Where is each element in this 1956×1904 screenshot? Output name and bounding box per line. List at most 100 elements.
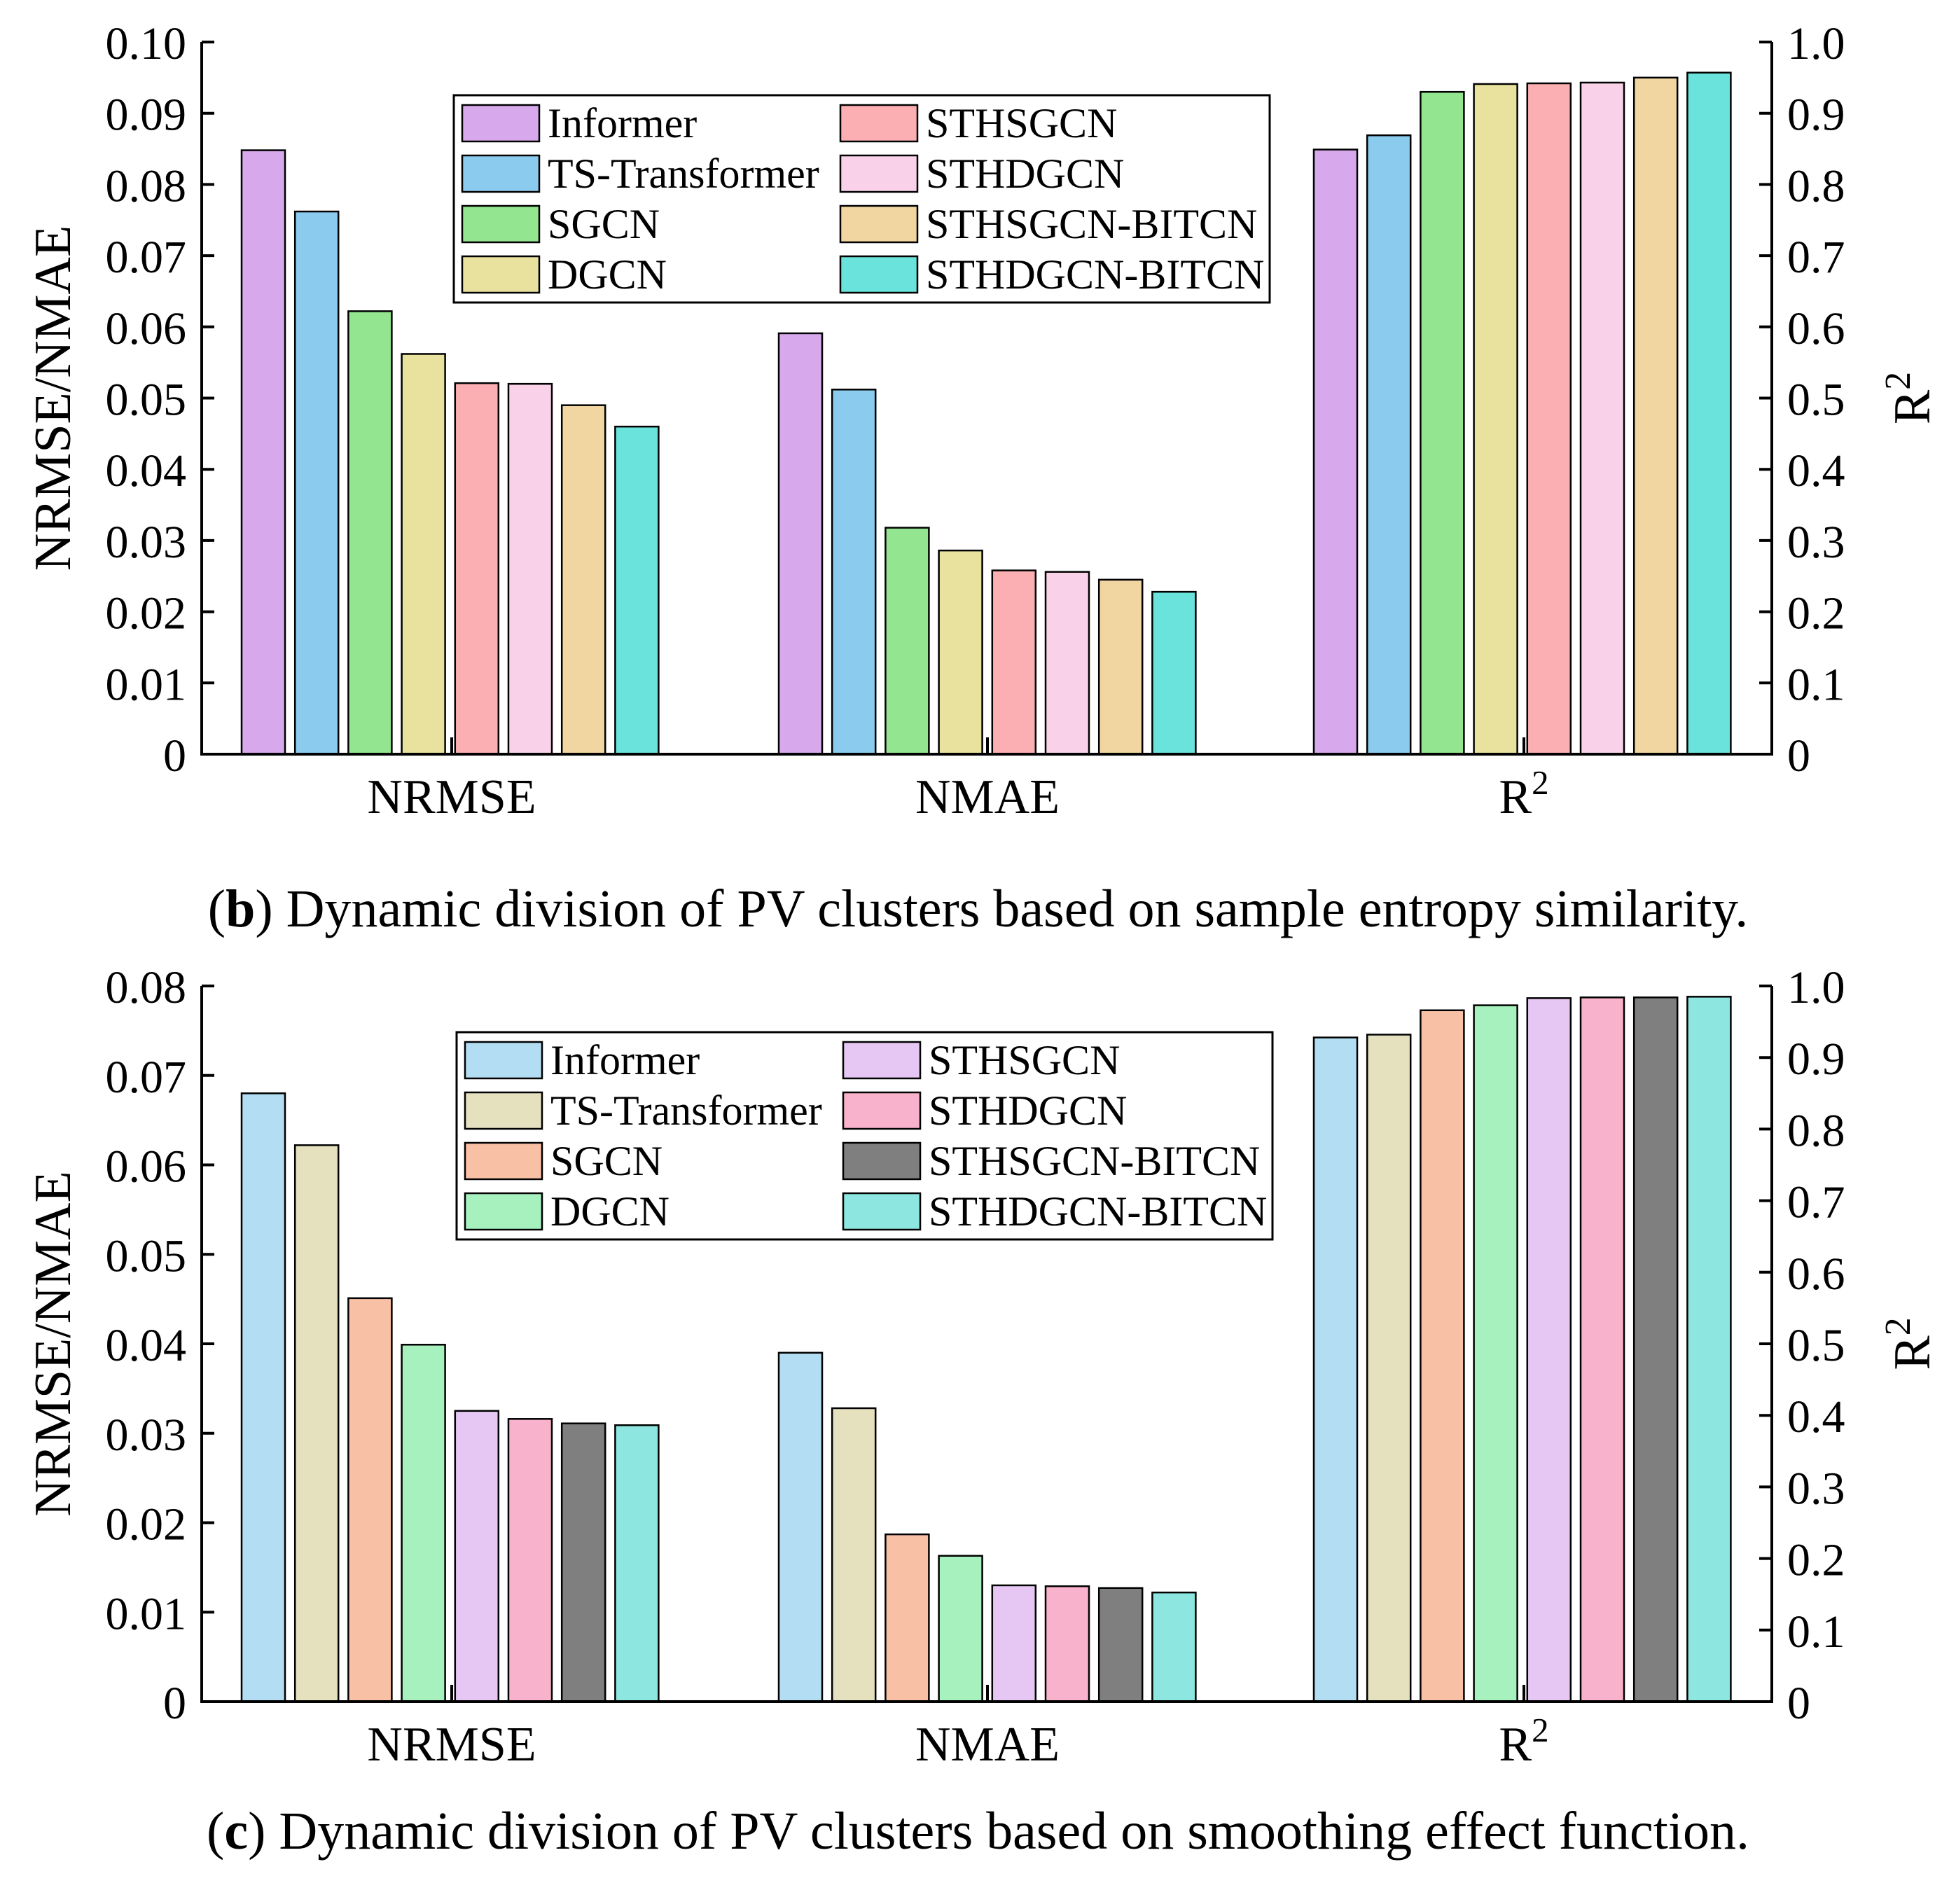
y-right-tick-label: 0.3	[1787, 517, 1845, 568]
chart-panel-b: 0 0.01 0.02 0.03 0.04 0.05 0.06 0.07 0.08 0.09 0.1…	[25, 18, 1942, 938]
legend-label: STHSGCN	[929, 1037, 1120, 1083]
y-tick-label: 0	[163, 1678, 186, 1729]
y-axis-title: NRMSE/NMAE	[25, 1171, 82, 1516]
bar	[1044, 1585, 1090, 1703]
caption-letter: b	[226, 880, 256, 938]
y-tick-label: 0.01	[106, 659, 187, 710]
y-right-tick-label: 0.4	[1787, 1391, 1845, 1443]
legend-swatch	[461, 154, 541, 193]
x-tick-label: R2	[1499, 1711, 1548, 1772]
bar	[347, 1297, 393, 1703]
bar	[831, 389, 877, 756]
legend-label: STHDGCN-BITCN	[926, 251, 1264, 298]
bar	[1097, 1587, 1144, 1703]
legend-swatch	[461, 204, 541, 244]
y-tick-label: 0.01	[106, 1588, 187, 1639]
y-tick-label: 0.03	[106, 517, 187, 568]
bar	[1632, 76, 1679, 756]
y-right-axis-title: R2	[1878, 372, 1942, 424]
y-tick-label: 0.10	[106, 18, 187, 69]
y-right-tick-label: 0.8	[1787, 160, 1845, 211]
y-right-tick-label: 0.6	[1787, 303, 1845, 354]
y-right-tick-label: 0.4	[1787, 445, 1845, 496]
legend-swatch	[464, 1141, 543, 1181]
bar	[831, 1407, 877, 1703]
legend-label: SGCN	[548, 201, 660, 247]
y-right-tick-label: 0.2	[1787, 588, 1845, 639]
legend-label: STHSGCN	[926, 100, 1117, 146]
legend-label: DGCN	[548, 251, 667, 298]
y-right-tick-label: 0.1	[1787, 659, 1845, 710]
y-right-tick-label: 0.9	[1787, 90, 1845, 141]
bar	[347, 310, 393, 756]
y-right-tick-label: 0.7	[1787, 1177, 1845, 1228]
bar	[240, 1092, 286, 1703]
legend-label: TS-Transformer	[550, 1087, 822, 1134]
bar	[240, 149, 286, 756]
bar	[1044, 571, 1090, 756]
y-right-tick-label: 0.2	[1787, 1535, 1845, 1586]
legend-label: TS-Transformer	[548, 151, 819, 197]
legend-label: Informer	[548, 100, 697, 146]
bar	[938, 1555, 983, 1703]
y-right-tick-label: 0.1	[1787, 1606, 1845, 1658]
y-tick-label: 0.09	[106, 90, 187, 141]
legend-label: STHDGCN-BITCN	[929, 1188, 1267, 1235]
y-tick-label: 0.04	[106, 445, 187, 496]
y-right-axis-title: R2	[1878, 1317, 1942, 1370]
bar	[507, 382, 553, 756]
y-tick-label: 0.07	[106, 1052, 187, 1103]
bar	[1420, 90, 1465, 756]
legend-swatch	[461, 255, 541, 294]
y-tick-label: 0.03	[106, 1410, 187, 1461]
bar	[1312, 148, 1359, 756]
legend-label: DGCN	[550, 1188, 670, 1235]
legend-label: STHSGCN-BITCN	[926, 201, 1257, 247]
bar	[1686, 71, 1732, 756]
bar	[777, 1351, 824, 1703]
y-tick-label: 0.02	[106, 588, 187, 639]
legend-label: STHDGCN	[929, 1087, 1127, 1134]
bar	[1686, 996, 1732, 1703]
y-right-tick-label: 0.7	[1787, 232, 1845, 283]
legend-swatch	[839, 255, 919, 294]
y-right-tick-label: 1.0	[1787, 18, 1845, 69]
bar	[507, 1418, 553, 1703]
bar	[1526, 997, 1572, 1703]
y-tick-label: 0.02	[106, 1499, 187, 1550]
y-right-tick-label: 0.5	[1787, 1320, 1845, 1371]
y-right-tick-label: 0.8	[1787, 1105, 1845, 1156]
bar	[454, 1410, 500, 1703]
bar	[885, 527, 930, 756]
chart-c-caption: (c) Dynamic division of PV clusters base…	[207, 1802, 1749, 1861]
caption-letter: c	[224, 1802, 249, 1861]
bar	[1312, 1036, 1359, 1703]
y-right-tick-label: 0	[1787, 730, 1810, 781]
bar	[401, 353, 446, 756]
legend-swatch	[842, 1192, 922, 1231]
bar	[1579, 996, 1625, 1703]
legend-swatch	[839, 154, 919, 193]
chart-b-plot: 0 0.01 0.02 0.03 0.04 0.05 0.06 0.07 0.08 0.09 0.1…	[25, 18, 1942, 824]
chart-panel-c: 0 0.01 0.02 0.03 0.04 0.05 0.06 0.07 0.08 0 0.1 0.2…	[0, 952, 1956, 1904]
legend-swatch	[461, 104, 541, 143]
y-right-tick-label: 1.0	[1787, 962, 1845, 1013]
bar	[991, 1584, 1037, 1703]
y-tick-label: 0.08	[106, 160, 187, 211]
y-tick-label: 0.07	[106, 232, 187, 283]
bar	[1151, 1591, 1197, 1703]
caption-text: Dynamic division of PV clusters based on…	[279, 1802, 1749, 1861]
bar	[1420, 1009, 1465, 1703]
bar	[885, 1533, 930, 1703]
legend-swatch	[842, 1091, 922, 1130]
bar	[454, 382, 500, 756]
y-right-tick-label: 0.9	[1787, 1034, 1845, 1085]
bar	[293, 210, 340, 756]
bar	[1473, 83, 1518, 756]
bar	[991, 569, 1037, 756]
y-right-tick-label: 0.6	[1787, 1249, 1845, 1300]
legend-swatch	[839, 104, 919, 143]
y-tick-label: 0	[163, 730, 186, 781]
y-tick-label: 0.06	[106, 1141, 187, 1193]
y-right-tick-label: 0.3	[1787, 1463, 1845, 1514]
